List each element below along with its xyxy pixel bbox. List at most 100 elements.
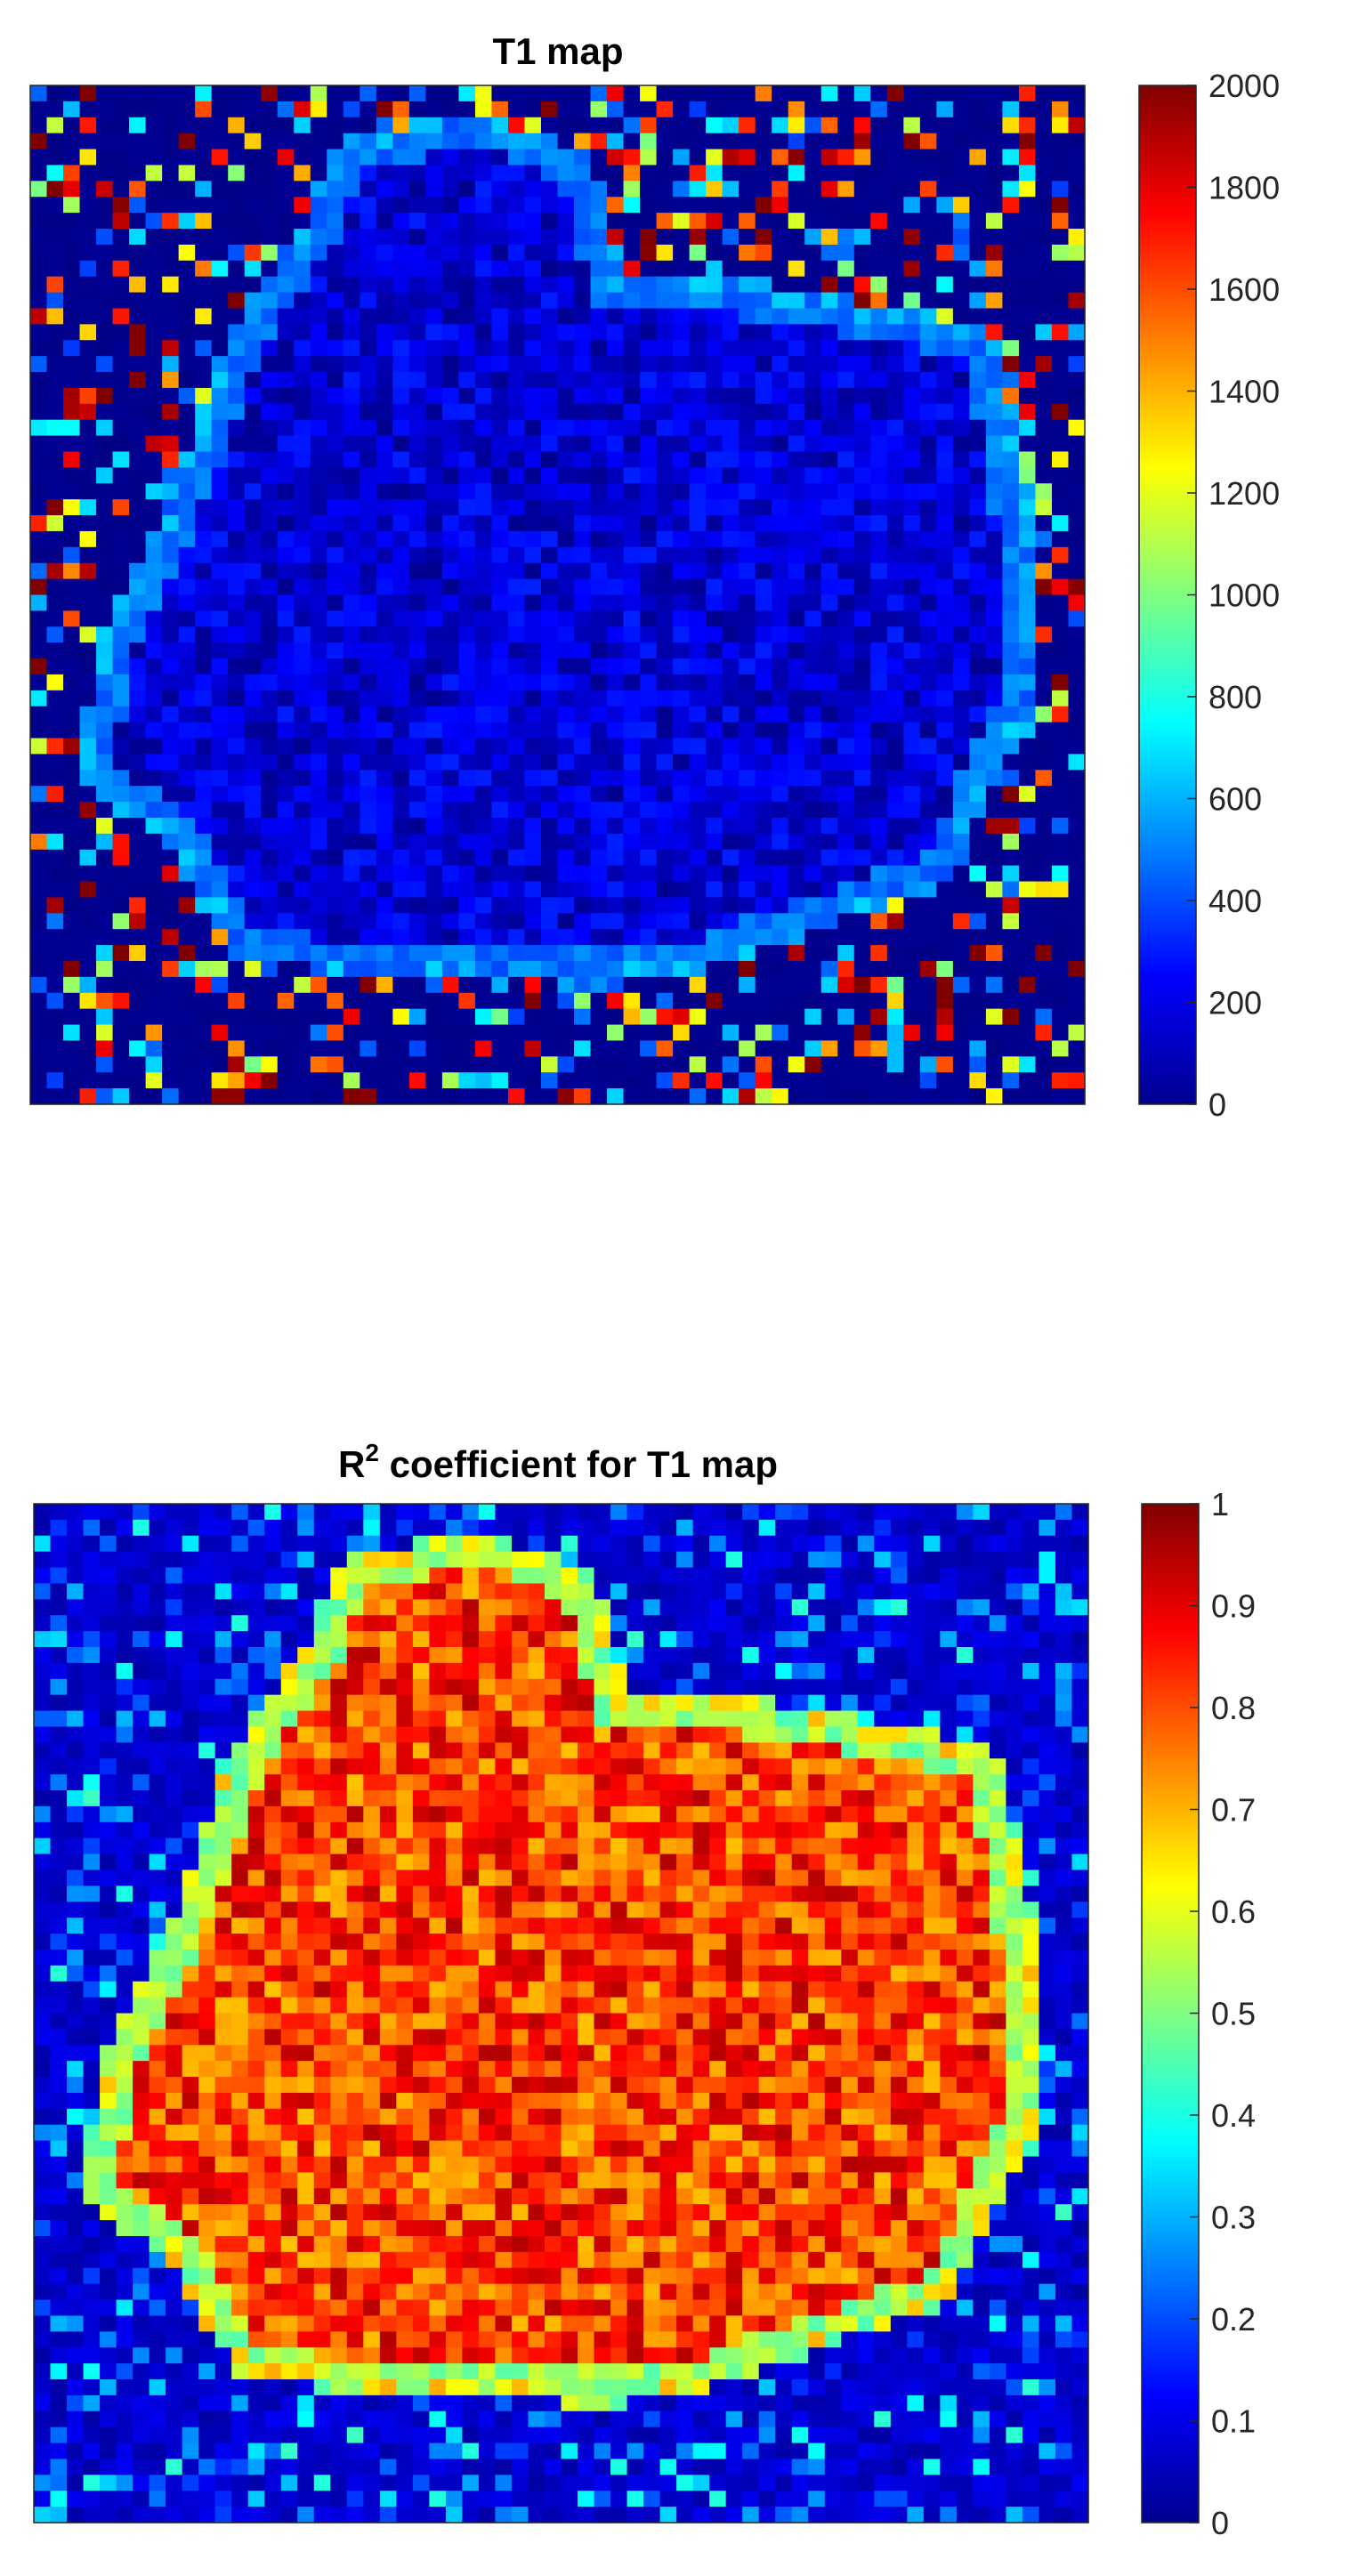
heatmap-cell	[50, 1710, 68, 1728]
heatmap-cell	[870, 197, 888, 214]
heatmap-cell	[244, 1008, 262, 1026]
heatmap-cell	[294, 610, 311, 627]
heatmap-cell	[820, 738, 838, 755]
heatmap-cell	[79, 260, 97, 278]
heatmap-cell	[50, 1583, 68, 1600]
heatmap-cell	[820, 515, 838, 532]
heatmap-cell	[772, 865, 789, 883]
heatmap-cell	[277, 722, 295, 739]
heatmap-cell	[79, 117, 97, 134]
heatmap-cell	[412, 1631, 430, 1648]
heatmap-cell	[689, 1088, 707, 1105]
heatmap-cell	[425, 530, 443, 548]
heatmap-cell	[623, 945, 641, 962]
heatmap-cell	[643, 1647, 661, 1664]
heatmap-cell	[133, 1710, 150, 1728]
heatmap-cell	[936, 340, 954, 357]
heatmap-cell	[1055, 1551, 1073, 1569]
heatmap-cell	[198, 1615, 216, 1632]
heatmap-cell	[133, 1551, 150, 1569]
heatmap-cell	[952, 738, 970, 755]
heatmap-cell	[277, 658, 295, 675]
heatmap-cell	[640, 1024, 658, 1042]
heatmap-cell	[656, 467, 674, 484]
heatmap-cell	[310, 802, 327, 819]
heatmap-cell	[755, 530, 772, 548]
heatmap-cell	[474, 101, 493, 118]
heatmap-cell	[837, 690, 855, 707]
heatmap-cell	[363, 1615, 381, 1632]
heatmap-cell	[392, 897, 410, 914]
heatmap-cell	[772, 403, 789, 421]
heatmap-cell	[557, 133, 575, 150]
heatmap-cell	[96, 881, 114, 899]
heatmap-cell	[755, 292, 772, 310]
heatmap-cell	[228, 229, 246, 246]
heatmap-cell	[343, 913, 360, 930]
heatmap-cell	[853, 626, 871, 643]
heatmap-cell	[1002, 881, 1020, 899]
heatmap-cell	[788, 165, 805, 182]
heatmap-cell	[610, 1647, 628, 1664]
heatmap-cell	[1002, 658, 1020, 675]
heatmap-cell	[376, 515, 393, 532]
heatmap-cell	[607, 929, 625, 946]
heatmap-cell	[425, 244, 443, 262]
heatmap-cell	[673, 276, 691, 294]
heatmap-cell	[1068, 626, 1086, 643]
heatmap-cell	[30, 594, 48, 611]
heatmap-cell	[623, 483, 641, 500]
heatmap-cell	[294, 260, 311, 278]
heatmap-cell	[178, 451, 196, 468]
heatmap-cell	[870, 976, 888, 994]
heatmap-cell	[936, 865, 954, 883]
heatmap-cell	[408, 229, 426, 246]
heatmap-cell	[607, 292, 625, 310]
heatmap-cell	[228, 976, 246, 994]
heatmap-cell	[474, 515, 493, 532]
heatmap-cell	[491, 1040, 509, 1057]
heatmap-cell	[392, 149, 410, 166]
heatmap-cell	[985, 992, 1004, 1010]
heatmap-cell	[544, 1678, 562, 1696]
heatmap-cell	[985, 754, 1004, 771]
heatmap-cell	[788, 562, 805, 580]
heatmap-cell	[676, 1678, 694, 1696]
heatmap-cell	[211, 594, 229, 611]
heatmap-cell	[824, 1567, 842, 1585]
heatmap-cell	[1018, 722, 1037, 739]
heatmap-cell	[63, 451, 81, 468]
heatmap-cell	[607, 546, 625, 564]
heatmap-cell	[458, 244, 476, 262]
heatmap-cell	[788, 754, 805, 771]
heatmap-cell	[474, 1072, 493, 1089]
heatmap-cell	[116, 1535, 133, 1553]
heatmap-cell	[1068, 451, 1086, 468]
heatmap-cell	[425, 419, 443, 437]
heatmap-cell	[640, 960, 658, 978]
heatmap-cell	[936, 722, 954, 739]
heatmap-cell	[145, 578, 163, 596]
heatmap-cell	[360, 849, 377, 867]
heatmap-cell	[310, 213, 327, 230]
heatmap-cell	[824, 1519, 842, 1537]
heatmap-cell	[524, 976, 542, 994]
heatmap-cell	[574, 483, 592, 500]
heatmap-cell	[343, 483, 360, 500]
heatmap-cell	[574, 976, 592, 994]
heatmap-cell	[294, 1072, 311, 1089]
heatmap-cell	[507, 992, 526, 1010]
heatmap-cell	[853, 530, 871, 548]
heatmap-cell	[1018, 165, 1037, 182]
heatmap-cell	[870, 960, 888, 978]
heatmap-cell	[919, 594, 937, 611]
heatmap-cell	[874, 1567, 892, 1585]
heatmap-cell	[824, 1504, 842, 1521]
heatmap-cell	[772, 674, 789, 691]
heatmap-cell	[969, 992, 987, 1010]
heatmap-cell	[739, 372, 756, 389]
heatmap-cell	[231, 1519, 249, 1537]
heatmap-cell	[376, 833, 393, 851]
heatmap-cell	[491, 1088, 509, 1105]
heatmap-cell	[919, 738, 937, 755]
